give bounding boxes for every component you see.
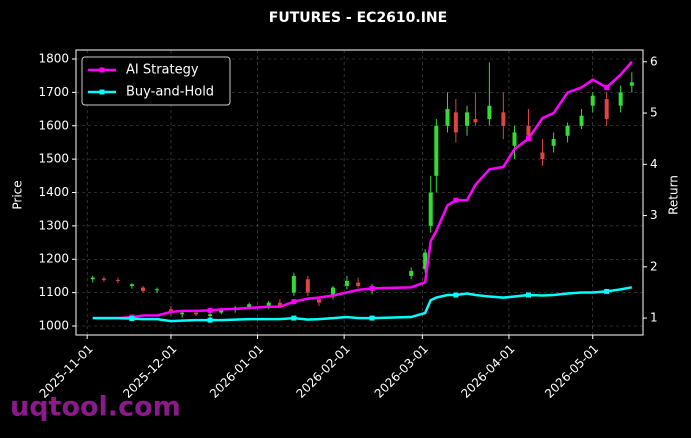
line-marker — [129, 316, 135, 322]
return-line — [92, 60, 633, 320]
candle-body — [590, 95, 595, 106]
y-tick-label: 1400 — [38, 185, 69, 199]
candle-body — [604, 99, 609, 120]
y2-tick-label: 5 — [650, 106, 658, 120]
y-tick-label: 1500 — [38, 152, 69, 166]
candle-body — [473, 119, 478, 123]
line-marker — [291, 299, 297, 305]
y-tick-label: 1000 — [38, 318, 69, 332]
candle-body — [465, 112, 470, 126]
candle-body — [409, 270, 414, 276]
chart-title: FUTURES - EC2610.INE — [269, 10, 447, 26]
candle-body — [579, 115, 584, 126]
candle-body — [141, 287, 146, 291]
legend-label: Buy-and-Hold — [126, 85, 214, 100]
line-marker — [525, 292, 531, 298]
candle-body — [317, 299, 321, 303]
candle-body — [565, 125, 570, 136]
candle-body — [194, 312, 199, 315]
line-marker — [369, 315, 375, 321]
candle-body — [526, 125, 531, 136]
y2-tick-label: 2 — [650, 259, 658, 273]
candle-body — [90, 277, 95, 280]
candle-body — [540, 152, 545, 160]
line-marker — [207, 317, 213, 323]
candle-body — [434, 125, 439, 176]
line-marker — [291, 315, 297, 321]
legend-box — [81, 56, 231, 106]
y-tick-label: 1800 — [38, 52, 69, 66]
candle-body — [551, 139, 556, 146]
candle-body — [291, 275, 296, 293]
line-marker — [207, 307, 213, 313]
candle-body — [115, 279, 120, 281]
watermark: uqtool.com — [10, 392, 181, 423]
candle-body — [101, 278, 106, 280]
legend: AI Strategy Buy-and-Hold — [81, 56, 231, 106]
return-line — [92, 286, 633, 323]
candle-body — [277, 302, 282, 306]
y2-tick-label: 1 — [650, 311, 658, 325]
candle-body — [618, 92, 623, 106]
candle-body — [356, 282, 361, 286]
candle-body — [266, 302, 271, 306]
candle-body — [453, 112, 458, 133]
line-marker — [453, 197, 459, 203]
y-tick-label: 1600 — [38, 118, 69, 132]
line-marker — [604, 84, 610, 90]
candle-body — [487, 105, 492, 120]
y2-tick-label: 3 — [650, 208, 658, 222]
plot-frame — [75, 49, 644, 336]
candle-body — [501, 112, 506, 126]
legend-marker — [99, 67, 105, 73]
candle-body — [330, 287, 335, 296]
legend-label: AI Strategy — [126, 63, 199, 78]
y2-tick-label: 4 — [650, 157, 658, 171]
candle-body — [305, 279, 310, 293]
y-tick-label: 1200 — [38, 252, 69, 266]
y-axis-label: Price — [11, 180, 25, 209]
candle-body — [180, 312, 185, 315]
y-tick-label: 1100 — [38, 285, 69, 299]
candle-body — [512, 132, 517, 146]
y-tick-label: 1300 — [38, 218, 69, 232]
candle-body — [247, 304, 252, 308]
candle-body — [428, 192, 433, 226]
line-marker — [369, 285, 375, 291]
candle-body — [208, 314, 213, 316]
line-marker — [453, 292, 459, 298]
y2-tick-label: 6 — [650, 54, 658, 68]
candle-body — [155, 289, 159, 291]
candle-body — [423, 252, 428, 270]
candle-body — [344, 280, 349, 286]
line-marker — [525, 136, 531, 142]
candle-body — [129, 284, 134, 286]
y-tick-label: 1700 — [38, 85, 69, 99]
candle-body — [629, 82, 634, 86]
legend-marker — [99, 89, 105, 95]
line-marker — [604, 288, 610, 294]
candle-body — [219, 309, 224, 313]
candle-body — [445, 109, 450, 126]
y2-axis-label: Return — [667, 175, 681, 215]
